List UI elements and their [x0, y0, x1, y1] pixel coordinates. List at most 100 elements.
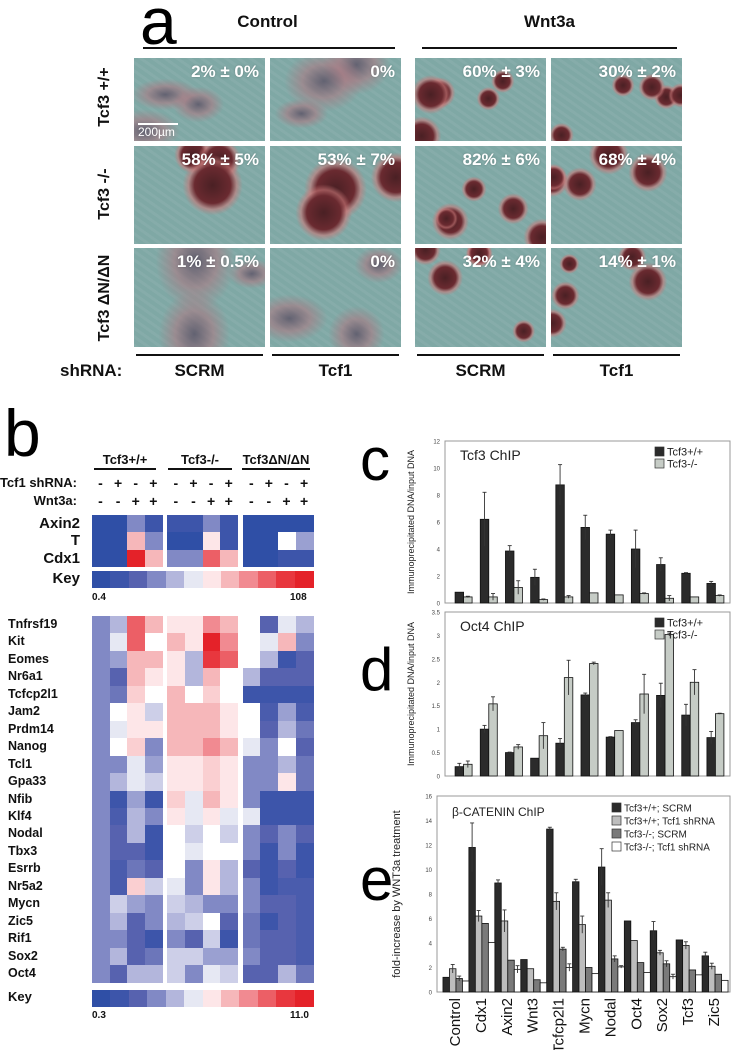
heatmap-cell — [295, 532, 314, 551]
heatmap-cell — [167, 965, 186, 984]
bar — [520, 959, 528, 993]
differentiation-percentage: 0% — [370, 252, 395, 271]
heatmap-cell — [278, 895, 297, 914]
micrograph: 14% ± 1% — [551, 248, 682, 347]
heatmap-cell — [242, 633, 261, 652]
heatmap-cell — [202, 842, 221, 861]
heatmap-cell — [278, 755, 297, 774]
bar — [505, 550, 515, 604]
top-key-max: 108 — [290, 592, 307, 603]
gene-label: Mycn — [8, 896, 40, 911]
heatmap-cell — [220, 842, 239, 861]
heatmap-cell — [220, 825, 239, 844]
heatmap-cell — [109, 650, 128, 669]
heatmap-cell — [127, 549, 146, 568]
heatmap-cell — [92, 571, 112, 588]
heatmap-cell — [144, 895, 163, 914]
heatmap-cell — [278, 685, 297, 704]
heatmap-cell — [185, 773, 204, 792]
bar — [513, 746, 523, 777]
heatmap-cell — [295, 515, 314, 533]
heatmap-cell — [220, 755, 239, 774]
y-tick-label: 0 — [437, 602, 441, 608]
bar — [533, 979, 541, 993]
heatmap-cell — [144, 755, 163, 774]
heatmap-cell — [185, 532, 204, 551]
bar — [530, 576, 540, 604]
heatmap-cell — [185, 720, 204, 739]
gene-label: Nanog — [8, 739, 47, 754]
heatmap-cell — [278, 825, 297, 844]
condition-wnt3a-label: Wnt3a — [524, 12, 575, 31]
heatmap-cell — [92, 895, 111, 914]
heatmap-cell — [109, 532, 128, 551]
heatmap-cell — [220, 947, 239, 966]
heatmap-cell — [127, 685, 146, 704]
heatmap-cell — [220, 912, 239, 931]
heatmap-cell — [167, 860, 186, 879]
x-tick-label: Nodal — [602, 998, 619, 1037]
y-tick-label: 3 — [437, 634, 441, 640]
y-tick-label: 4 — [429, 942, 433, 948]
bar — [669, 976, 677, 993]
x-tick-label: Wnt3 — [525, 998, 542, 1033]
heatmap-cell — [92, 947, 111, 966]
heatmap-cell — [109, 720, 128, 739]
heatmap-cell — [144, 860, 163, 879]
heatmap-cell — [242, 755, 261, 774]
heatmap-cell — [185, 930, 204, 949]
treatment-sign: + — [114, 475, 123, 491]
y-tick-label: 0 — [429, 991, 433, 997]
heatmap-cell — [278, 947, 297, 966]
heatmap-cell — [260, 738, 279, 757]
heatmap-cell — [185, 650, 204, 669]
heatmap-cell — [109, 895, 128, 914]
bar — [614, 730, 624, 777]
heatmap-cell — [278, 807, 297, 826]
heatmap-cell — [202, 650, 221, 669]
bar — [481, 923, 489, 993]
bar — [643, 972, 651, 993]
bar — [552, 900, 560, 993]
bar — [701, 955, 709, 993]
heatmap-cell — [295, 685, 314, 704]
heatmap-cell — [184, 571, 204, 588]
heatmap-cell — [220, 532, 239, 551]
heatmap-cell — [127, 825, 146, 844]
differentiation-percentage: 1% ± 0.5% — [176, 252, 259, 271]
heatmap-cell — [202, 515, 221, 533]
legend-label: Tcf3+/+; SCRM — [624, 804, 692, 815]
legend-label: Tcf3+/+ — [667, 447, 703, 459]
panel-e-label: e — [360, 846, 394, 913]
heatmap-cell — [295, 807, 314, 826]
heatmap-cell — [221, 571, 241, 588]
heatmap-cell — [278, 912, 297, 931]
shrna-label: shRNA: — [60, 361, 123, 380]
heatmap-cell — [109, 965, 128, 984]
heatmap-cell — [278, 842, 297, 861]
gene-label: Tcl1 — [8, 756, 33, 771]
gene-label: Kit — [8, 634, 25, 649]
heatmap-cell — [144, 947, 163, 966]
heatmap-cell — [127, 738, 146, 757]
micrograph: 32% ± 4% — [415, 248, 546, 347]
heatmap-cell — [202, 947, 221, 966]
heatmap-cell — [239, 990, 259, 1007]
heatmap-cell — [127, 650, 146, 669]
bar — [563, 596, 574, 604]
heatmap-cell — [220, 790, 239, 809]
heatmap-cell — [242, 807, 261, 826]
x-tick-label: Axin2 — [499, 998, 516, 1036]
treatment-sign: + — [149, 493, 158, 509]
treatment-sign: - — [98, 475, 103, 491]
heatmap-cell — [260, 720, 279, 739]
heatmap-cell — [185, 703, 204, 722]
heatmap-cell — [92, 807, 111, 826]
condition-control-label: Control — [237, 12, 298, 31]
shrna-col-1: SCRM — [174, 361, 225, 380]
heatmap-cell — [242, 842, 261, 861]
heatmap-cell — [128, 990, 148, 1007]
heatmap-cell — [144, 877, 163, 896]
bar — [605, 533, 616, 604]
bar — [681, 572, 691, 604]
